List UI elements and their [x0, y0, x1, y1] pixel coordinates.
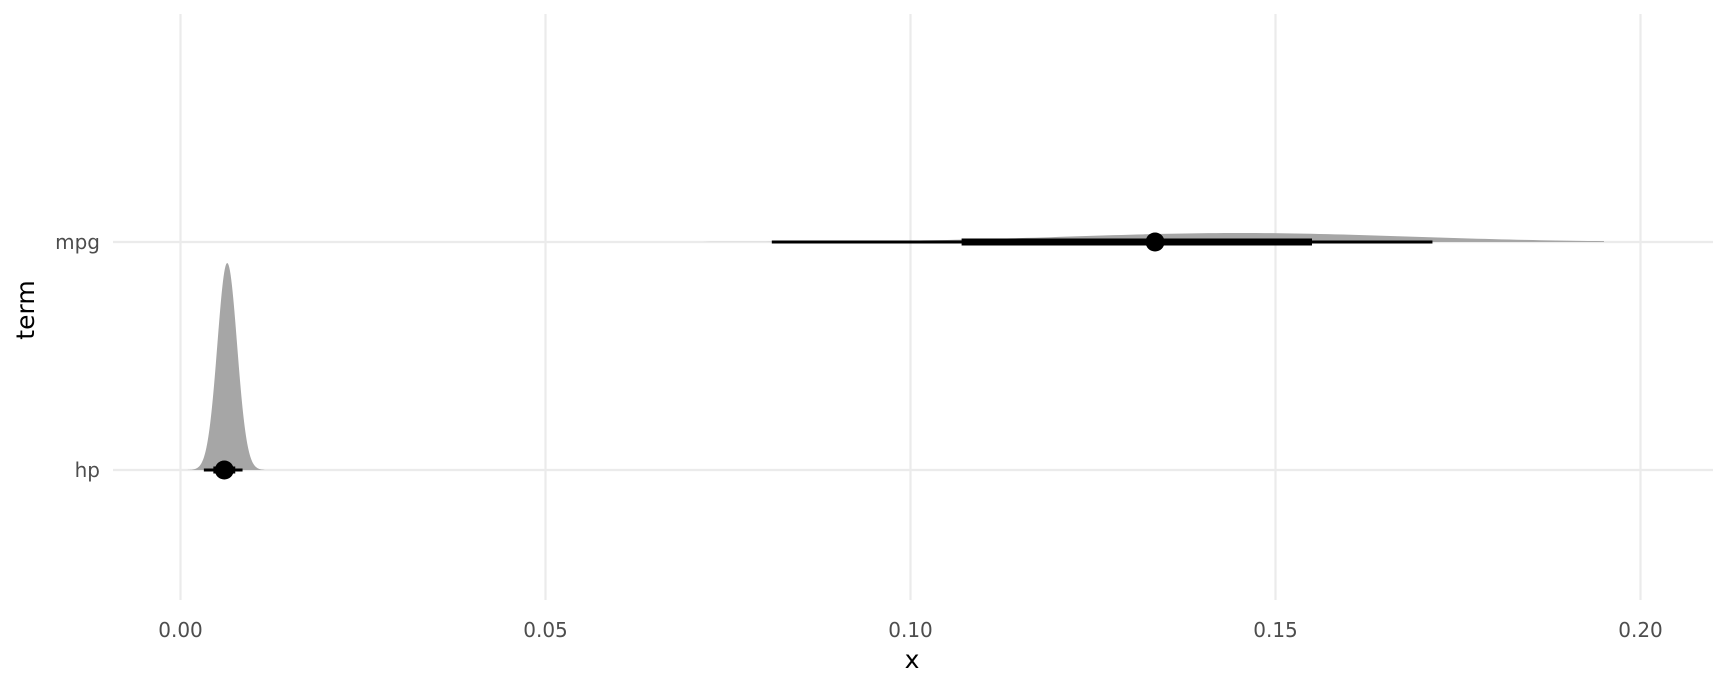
point-estimate-hp — [214, 460, 234, 480]
x-tick-label: 0.05 — [523, 618, 568, 642]
x-tick-label: 0.10 — [888, 618, 933, 642]
interval-layer — [203, 232, 1433, 480]
y-tick-label: hp — [75, 458, 100, 482]
y-tick-label: mpg — [55, 230, 100, 254]
x-tick-label: 0.15 — [1253, 618, 1298, 642]
density-layer — [187, 233, 1604, 470]
grid — [113, 14, 1713, 600]
density-mpg — [655, 233, 1604, 242]
x-tick-label: 0.00 — [158, 618, 203, 642]
point-estimate-mpg — [1145, 232, 1165, 252]
x-axis-ticks: 0.00 0.05 0.10 0.15 0.20 — [158, 618, 1663, 642]
x-tick-label: 0.20 — [1618, 618, 1663, 642]
y-axis-title: term — [11, 280, 40, 339]
y-axis-ticks: hp mpg — [55, 230, 100, 482]
density-hp — [187, 263, 265, 470]
x-axis-title: x — [905, 645, 920, 674]
